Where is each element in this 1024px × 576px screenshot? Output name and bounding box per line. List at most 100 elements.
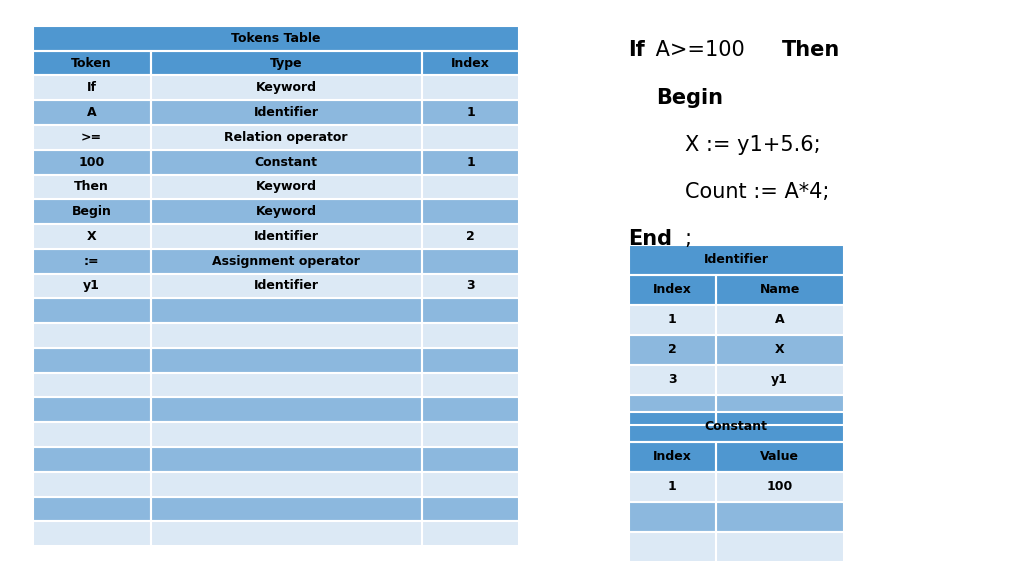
- Bar: [33, 274, 151, 298]
- Bar: [629, 502, 716, 532]
- Bar: [422, 422, 519, 447]
- Bar: [422, 51, 519, 75]
- Bar: [716, 442, 844, 472]
- Bar: [422, 348, 519, 373]
- Bar: [629, 472, 716, 502]
- Bar: [151, 249, 422, 274]
- Bar: [151, 497, 422, 521]
- Text: Keyword: Keyword: [256, 81, 316, 94]
- Text: Index: Index: [653, 450, 691, 463]
- Bar: [151, 175, 422, 199]
- Bar: [151, 199, 422, 224]
- Bar: [33, 447, 151, 472]
- Text: A>=100: A>=100: [649, 40, 752, 60]
- Bar: [33, 298, 151, 323]
- Text: Constant: Constant: [255, 156, 317, 169]
- Text: 1: 1: [668, 480, 677, 493]
- Bar: [716, 305, 844, 335]
- Text: Keyword: Keyword: [256, 180, 316, 194]
- Text: A: A: [87, 106, 96, 119]
- Bar: [629, 442, 716, 472]
- Bar: [422, 447, 519, 472]
- Text: y1: y1: [771, 373, 788, 386]
- Text: Then: Then: [781, 40, 840, 60]
- Bar: [151, 298, 422, 323]
- Bar: [33, 348, 151, 373]
- Text: X := y1+5.6;: X := y1+5.6;: [685, 135, 820, 155]
- Text: Identifier: Identifier: [254, 230, 318, 243]
- Text: Name: Name: [760, 283, 800, 296]
- Text: If: If: [87, 81, 96, 94]
- Bar: [422, 175, 519, 199]
- Text: 1: 1: [668, 313, 677, 326]
- Bar: [33, 75, 151, 100]
- Text: 100: 100: [767, 480, 793, 493]
- Bar: [33, 150, 151, 175]
- Text: Assignment operator: Assignment operator: [212, 255, 360, 268]
- Bar: [422, 521, 519, 546]
- Bar: [33, 249, 151, 274]
- Bar: [33, 497, 151, 521]
- Bar: [629, 412, 844, 442]
- Bar: [629, 275, 716, 305]
- Bar: [33, 224, 151, 249]
- Bar: [716, 502, 844, 532]
- Text: Tokens Table: Tokens Table: [231, 32, 321, 45]
- Text: ;: ;: [684, 229, 691, 249]
- Text: X: X: [87, 230, 96, 243]
- Bar: [33, 26, 519, 51]
- Text: 1: 1: [466, 106, 475, 119]
- Bar: [422, 199, 519, 224]
- Bar: [151, 274, 422, 298]
- Bar: [422, 224, 519, 249]
- Bar: [422, 274, 519, 298]
- Bar: [33, 51, 151, 75]
- Text: Index: Index: [653, 283, 691, 296]
- Bar: [716, 532, 844, 562]
- Bar: [629, 532, 716, 562]
- Bar: [422, 125, 519, 150]
- Bar: [151, 51, 422, 75]
- Bar: [151, 472, 422, 497]
- Text: End: End: [628, 229, 672, 249]
- Bar: [151, 373, 422, 397]
- Bar: [422, 472, 519, 497]
- Bar: [151, 75, 422, 100]
- Text: 100: 100: [79, 156, 104, 169]
- Text: Index: Index: [452, 56, 489, 70]
- Text: 1: 1: [466, 156, 475, 169]
- Bar: [422, 373, 519, 397]
- Bar: [33, 472, 151, 497]
- Bar: [422, 75, 519, 100]
- Text: Identifier: Identifier: [254, 106, 318, 119]
- Text: 3: 3: [668, 373, 677, 386]
- Text: Begin: Begin: [656, 88, 723, 108]
- Text: Constant: Constant: [705, 420, 768, 433]
- Bar: [151, 447, 422, 472]
- Text: Then: Then: [74, 180, 110, 194]
- Text: 2: 2: [466, 230, 475, 243]
- Bar: [33, 323, 151, 348]
- Bar: [629, 245, 844, 275]
- Bar: [151, 397, 422, 422]
- Bar: [629, 395, 716, 425]
- Bar: [629, 335, 716, 365]
- Text: Keyword: Keyword: [256, 205, 316, 218]
- Text: If: If: [628, 40, 644, 60]
- Bar: [33, 373, 151, 397]
- Text: 3: 3: [466, 279, 475, 293]
- Bar: [422, 100, 519, 125]
- Text: Count := A*4;: Count := A*4;: [685, 182, 829, 202]
- Bar: [151, 348, 422, 373]
- Bar: [151, 521, 422, 546]
- Text: Token: Token: [72, 56, 112, 70]
- Bar: [422, 497, 519, 521]
- Text: X: X: [775, 343, 784, 356]
- Text: y1: y1: [83, 279, 100, 293]
- Bar: [629, 365, 716, 395]
- Bar: [422, 298, 519, 323]
- Bar: [716, 472, 844, 502]
- Bar: [716, 335, 844, 365]
- Bar: [151, 150, 422, 175]
- Bar: [33, 125, 151, 150]
